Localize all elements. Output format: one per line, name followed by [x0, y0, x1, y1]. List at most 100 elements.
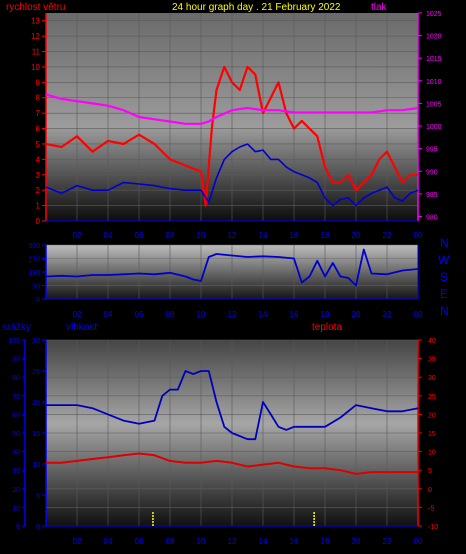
- time-tick-label: 22: [383, 537, 392, 546]
- pressure-tick-label: 995: [426, 147, 438, 154]
- compass-letter-n-top: N: [440, 236, 449, 250]
- temperature-line: [46, 452, 418, 475]
- temperature-tick-label: 10: [428, 450, 436, 457]
- temperature-tick-label: 15: [428, 431, 436, 438]
- temperature-tick-label: 35: [428, 357, 436, 364]
- direction-tick-label: 360: [28, 243, 40, 250]
- wind-tick-label: 6: [36, 125, 41, 134]
- direction-tick-label: 90: [32, 284, 40, 291]
- wind-tick-label: 8: [36, 94, 41, 103]
- humidity-tick-label: 20: [32, 400, 40, 407]
- rain-tick-label: 60: [12, 412, 20, 419]
- direction-tick-label: 270: [28, 257, 40, 264]
- time-tick-label: 04: [104, 310, 113, 319]
- time-tick-label: 00: [414, 231, 423, 240]
- rain-tick-label: 10: [12, 505, 20, 512]
- time-tick-label: 18: [321, 231, 330, 240]
- direction-tick-label: 180: [28, 270, 40, 277]
- time-tick-label: 12: [228, 310, 237, 319]
- pressure-tick-label: 1025: [426, 11, 442, 18]
- temperature-tick-label: 40: [428, 338, 436, 345]
- time-tick-label: 20: [352, 231, 361, 240]
- wind-tick-label: 11: [32, 48, 41, 57]
- rain-tick-label: 20: [12, 487, 20, 494]
- time-tick-label: 02: [73, 231, 82, 240]
- wind-direction-line: [45, 248, 419, 287]
- wind-tick-label: 13: [31, 17, 40, 26]
- time-tick-label: 16: [290, 537, 299, 546]
- wind-tick-label: 2: [36, 186, 41, 195]
- time-tick-label: 14: [259, 310, 268, 319]
- pressure-tick-label: 1010: [426, 79, 442, 86]
- wind-tick-label: 0: [36, 217, 41, 226]
- pressure-label: tlak: [371, 2, 388, 13]
- time-tick-label: 06: [135, 537, 144, 546]
- humidity-tick-label: 5: [36, 493, 40, 500]
- time-tick-label: 00: [414, 310, 423, 319]
- time-tick-label: 18: [321, 310, 330, 319]
- time-tick-label: 16: [290, 310, 299, 319]
- pressure-tick-label: 990: [426, 169, 438, 176]
- time-tick-label: 12: [228, 231, 237, 240]
- wind-tick-label: 5: [36, 140, 41, 149]
- wind-tick-label: 7: [36, 109, 41, 118]
- rain-tick-label: 90: [12, 357, 20, 364]
- time-tick-label: 08: [166, 231, 175, 240]
- time-tick-label: 10: [197, 231, 206, 240]
- compass-letter-e: E: [440, 287, 448, 301]
- temperature-tick-label: -10: [428, 524, 438, 531]
- temperature-tick-label: 5: [428, 468, 432, 475]
- time-tick-label: 00: [414, 537, 423, 546]
- humidity-tick-label: 25: [32, 369, 40, 376]
- wind-tick-label: 9: [36, 78, 41, 87]
- wind-tick-label: 12: [31, 32, 40, 41]
- pressure-tick-label: 1020: [426, 34, 442, 41]
- wind-speed-line: [45, 65, 418, 207]
- compass-letter-w: W: [438, 253, 450, 267]
- temperature-tick-label: -5: [428, 505, 434, 512]
- pressure-tick-label: 980: [426, 214, 438, 221]
- rain-tick-label: 70: [12, 394, 20, 401]
- time-tick-label: 12: [228, 537, 237, 546]
- wind-tick-label: 3: [36, 171, 41, 180]
- temperature-tick-label: 0: [428, 487, 432, 494]
- compass-letter-s: S: [440, 270, 448, 284]
- time-tick-label: 04: [104, 231, 113, 240]
- time-tick-label: 22: [383, 310, 392, 319]
- rain-tick-label: 30: [12, 468, 20, 475]
- temperature-label: teplota: [312, 322, 342, 333]
- compass-letter-n-bottom: N: [440, 304, 449, 318]
- humidity-tick-label: 15: [32, 431, 40, 438]
- pressure-tick-label: 1005: [426, 101, 442, 108]
- humidity-tick-label: 10: [32, 462, 40, 469]
- time-tick-label: 04: [104, 537, 113, 546]
- chart-title: 24 hour graph day . 21 February 2022: [172, 2, 341, 13]
- direction-tick-label: 0: [36, 297, 40, 304]
- time-tick-label: 10: [197, 310, 206, 319]
- wind-speed-label: rychlost větru: [6, 2, 65, 13]
- humidity-tick-label: 0: [36, 524, 40, 531]
- humidity-line: [46, 370, 419, 441]
- humidity-label: vlhkost: [66, 322, 97, 333]
- temperature-tick-label: 30: [428, 375, 436, 382]
- time-tick-label: 18: [321, 537, 330, 546]
- rain-tick-label: 0: [16, 524, 20, 531]
- rain-label: srážky: [2, 322, 31, 333]
- data-marks: [45, 65, 419, 526]
- rain-tick-label: 100: [8, 338, 20, 345]
- wind-tick-label: 4: [36, 155, 41, 164]
- time-tick-label: 14: [259, 231, 268, 240]
- time-tick-label: 16: [290, 231, 299, 240]
- time-tick-label: 06: [135, 231, 144, 240]
- time-tick-label: 20: [352, 310, 361, 319]
- time-tick-label: 08: [166, 537, 175, 546]
- rain-tick-label: 80: [12, 375, 20, 382]
- time-tick-label: 08: [166, 310, 175, 319]
- wind-gust-line: [45, 143, 419, 207]
- time-tick-label: 14: [259, 537, 268, 546]
- temperature-tick-label: 20: [428, 412, 436, 419]
- pressure-tick-label: 1015: [426, 56, 442, 63]
- wind-tick-label: 1: [36, 202, 41, 211]
